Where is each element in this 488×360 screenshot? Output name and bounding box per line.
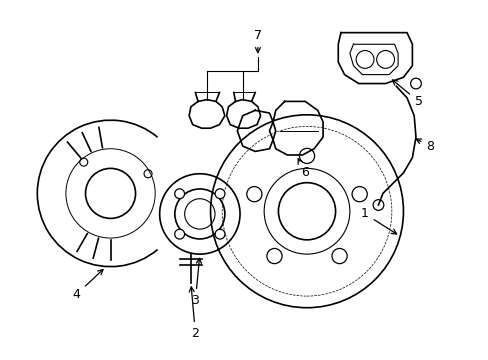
Circle shape [174,189,184,199]
Text: 3: 3 [191,258,201,307]
Text: 8: 8 [415,139,433,153]
Circle shape [174,229,184,239]
Circle shape [215,229,224,239]
Text: 7: 7 [253,29,262,53]
Text: 2: 2 [189,287,199,340]
Text: 4: 4 [73,270,103,301]
Text: 6: 6 [298,159,308,179]
Circle shape [215,189,224,199]
Text: 5: 5 [391,80,422,108]
Text: 1: 1 [360,207,396,234]
